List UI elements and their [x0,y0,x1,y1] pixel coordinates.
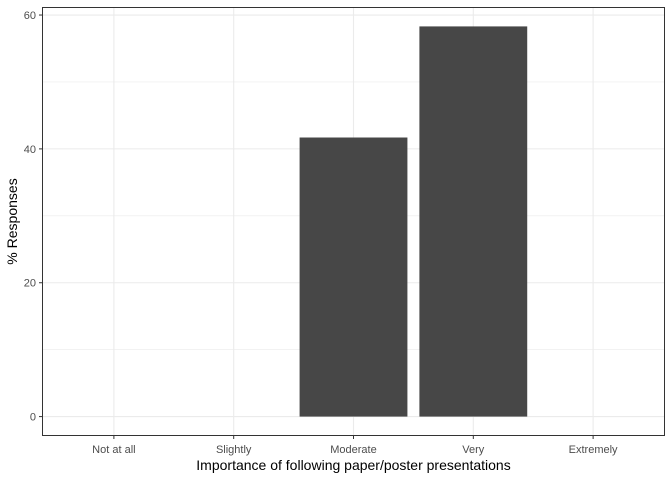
y-tick-label: 0 [30,412,36,424]
x-axis-ticks: Not at all Slightly Moderate Very Extremely [92,436,618,456]
y-tick-label: 60 [24,10,36,22]
x-tick-label: Slightly [216,444,252,456]
panel-border [42,7,665,436]
bar-very [419,26,528,417]
bar-moderate [299,137,408,417]
bars [299,26,528,417]
x-tick-label: Extremely [569,444,618,456]
x-tick-label: Moderate [330,444,376,456]
y-axis-ticks: 0 20 40 60 [24,10,42,424]
y-tick-label: 40 [24,144,36,156]
y-axis-title: % Responses [4,178,20,264]
x-axis-title: Importance of following paper/poster pre… [196,457,510,473]
y-tick-label: 20 [24,278,36,290]
x-tick-label: Not at all [92,444,135,456]
x-tick-label: Very [462,444,485,456]
